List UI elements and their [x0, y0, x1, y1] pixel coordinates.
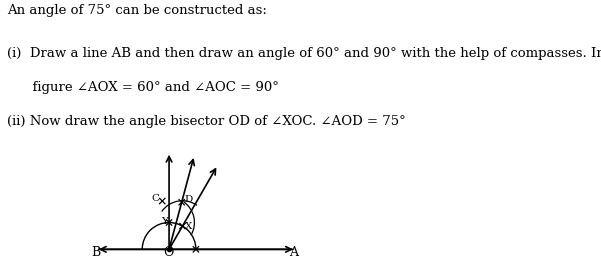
Text: C: C	[151, 194, 159, 203]
Text: (ii) Now draw the angle bisector OD of ∠XOC. ∠AOD = 75°: (ii) Now draw the angle bisector OD of ∠…	[7, 115, 406, 128]
Text: A: A	[289, 246, 298, 259]
Text: O: O	[163, 246, 173, 259]
Text: B: B	[91, 246, 100, 259]
Text: X: X	[185, 221, 193, 231]
Text: D: D	[184, 195, 192, 204]
Text: (i)  Draw a line AB and then draw an angle of 60° and 90° with the help of compa: (i) Draw a line AB and then draw an angl…	[7, 47, 601, 60]
Text: Y: Y	[161, 218, 168, 226]
Text: An angle of 75° can be constructed as:: An angle of 75° can be constructed as:	[7, 4, 267, 17]
Text: figure ∠AOX = 60° and ∠AOC = 90°: figure ∠AOX = 60° and ∠AOC = 90°	[7, 81, 279, 94]
